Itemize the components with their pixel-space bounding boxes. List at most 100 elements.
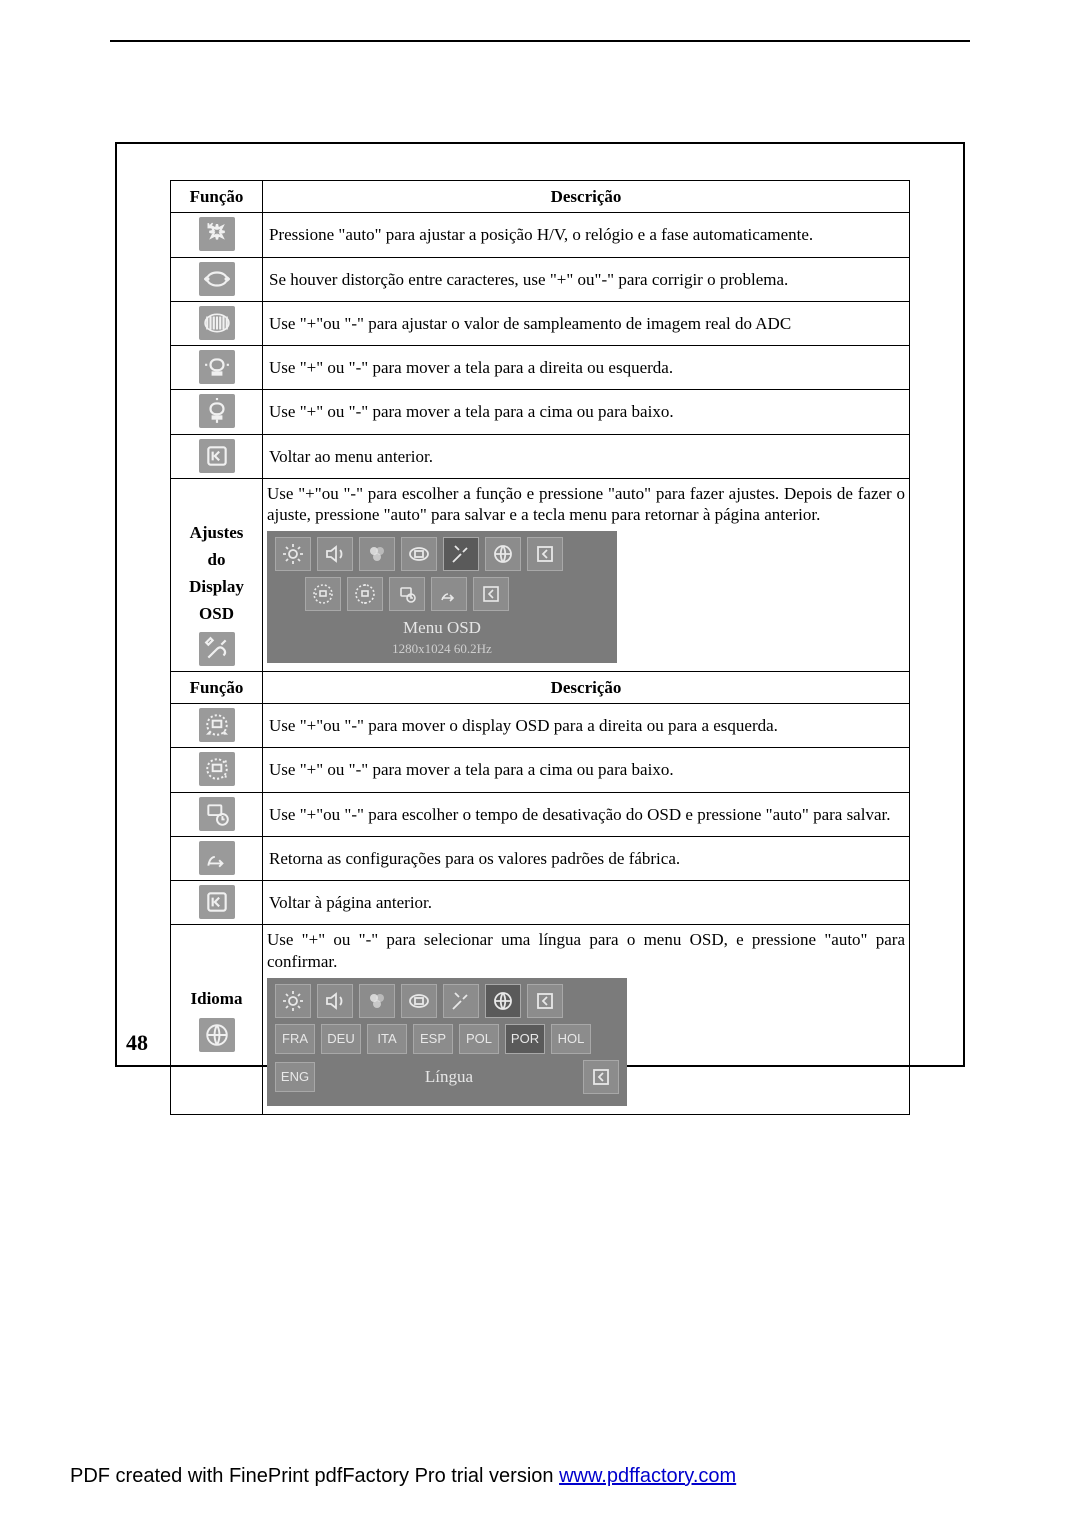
phase-icon	[199, 262, 235, 296]
lang-label: Idioma	[177, 985, 256, 1012]
header-desc: Descrição	[263, 181, 910, 213]
desc-cell: Use "+"ou "-" para escolher o tempo de d…	[263, 792, 910, 836]
table-row: Se houver distorção entre caracteres, us…	[171, 257, 910, 301]
icon-cell	[171, 704, 263, 748]
table-row: Voltar à página anterior.	[171, 881, 910, 925]
table-row: Use "+"ou "-" para mover o display OSD p…	[171, 704, 910, 748]
table-header-row-2: Função Descrição	[171, 671, 910, 703]
icon-cell	[171, 881, 263, 925]
osd-panel-label: Menu OSD	[275, 617, 609, 638]
lang-back-icon	[583, 1060, 619, 1094]
desc-cell: Use "+" ou "-" para mover a tela para a …	[263, 748, 910, 792]
osd-timer-icon	[199, 797, 235, 831]
desc-cell: Use "+"ou "-" para ajustar o valor de sa…	[263, 301, 910, 345]
osd-lang-icon	[485, 984, 521, 1018]
table-row: Use "+"ou "-" para ajustar o valor de sa…	[171, 301, 910, 345]
icon-cell	[171, 346, 263, 390]
lang-desc-cell: Use "+" ou "-" para selecionar uma língu…	[263, 925, 910, 1115]
table-row: Use "+"ou "-" para escolher o tempo de d…	[171, 792, 910, 836]
osd-volume-icon	[317, 537, 353, 571]
osd-panel: Menu OSD 1280x1024 60.2Hz	[267, 531, 617, 663]
osd-back-sub-icon	[473, 577, 509, 611]
osd-brightness-icon	[275, 984, 311, 1018]
lang-chip: FRA	[275, 1024, 315, 1054]
desc-cell: Voltar ao menu anterior.	[263, 434, 910, 478]
osd-image-icon	[401, 537, 437, 571]
desc-cell: Voltar à página anterior.	[263, 881, 910, 925]
auto-adjust-icon	[199, 217, 235, 251]
osd-label-1: Ajustes	[177, 519, 256, 546]
lang-chip: POL	[459, 1024, 499, 1054]
osd-volume-icon	[317, 984, 353, 1018]
osd-label-4: OSD	[177, 600, 256, 627]
osd-exit-icon	[527, 984, 563, 1018]
reset-icon	[199, 841, 235, 875]
icon-cell	[171, 792, 263, 836]
osd-label-3: Display	[177, 573, 256, 600]
lang-chips-row2: ENG Língua	[275, 1060, 619, 1094]
lang-label-cell: Idioma	[171, 925, 263, 1115]
osd-exit-icon	[527, 537, 563, 571]
osd-vpos-icon	[199, 752, 235, 786]
osd-tools-icon	[443, 984, 479, 1018]
osd-hpos-icon	[199, 708, 235, 742]
table-row: Pressione "auto" para ajustar a posição …	[171, 213, 910, 257]
table-row: Retorna as configurações para os valores…	[171, 836, 910, 880]
osd-desc-text: Use "+"ou "-" para escolher a função e p…	[267, 483, 905, 526]
lang-chip: POR	[505, 1024, 545, 1054]
osd-panel-row2	[305, 577, 609, 611]
osd-reset-sub-icon	[431, 577, 467, 611]
osd-label-2: do	[177, 546, 256, 573]
osd-timer-sub-icon	[389, 577, 425, 611]
back-icon-2	[199, 885, 235, 919]
lang-globe-icon-wrap	[177, 1018, 256, 1053]
desc-cell: Use "+"ou "-" para mover o display OSD p…	[263, 704, 910, 748]
footer-link[interactable]: www.pdffactory.com	[559, 1465, 736, 1487]
desc-cell: Use "+" ou "-" para mover a tela para a …	[263, 346, 910, 390]
lang-panel: FRA DEU ITA ESP POL POR HOL ENG Língua	[267, 978, 627, 1106]
icon-cell	[171, 390, 263, 434]
desc-cell: Pressione "auto" para ajustar a posição …	[263, 213, 910, 257]
osd-color-icon	[359, 984, 395, 1018]
icon-cell	[171, 213, 263, 257]
osd-label-cell: Ajustes do Display OSD	[171, 478, 263, 671]
osd-lang-icon	[485, 537, 521, 571]
lang-section-row: Idioma Use "+" ou "-" para selecionar um…	[171, 925, 910, 1115]
osd-vpos-sub-icon	[347, 577, 383, 611]
lang-desc-text: Use "+" ou "-" para selecionar uma língu…	[267, 929, 905, 972]
lang-chip: ENG	[275, 1062, 315, 1092]
osd-panel-row1	[275, 537, 609, 571]
osd-desc-cell: Use "+"ou "-" para escolher a função e p…	[263, 478, 910, 671]
header-func: Função	[171, 181, 263, 213]
desc-cell: Se houver distorção entre caracteres, us…	[263, 257, 910, 301]
table-header-row: Função Descrição	[171, 181, 910, 213]
lang-chip: ITA	[367, 1024, 407, 1054]
table-row: Use "+" ou "-" para mover a tela para a …	[171, 748, 910, 792]
table-row: Voltar ao menu anterior.	[171, 434, 910, 478]
osd-color-icon	[359, 537, 395, 571]
icon-cell	[171, 257, 263, 301]
lang-chips-row1: FRA DEU ITA ESP POL POR HOL	[275, 1024, 619, 1054]
lang-chip: HOL	[551, 1024, 591, 1054]
tools-icon	[199, 632, 235, 666]
icon-cell	[171, 301, 263, 345]
lang-panel-label: Língua	[321, 1066, 577, 1087]
globe-icon	[199, 1018, 235, 1052]
header-func-2: Função	[171, 671, 263, 703]
osd-tools-icon	[443, 537, 479, 571]
osd-hpos-sub-icon	[305, 577, 341, 611]
back-icon	[199, 439, 235, 473]
osd-section-row: Ajustes do Display OSD Use "+"ou "-" par…	[171, 478, 910, 671]
footer-text: PDF created with FinePrint pdfFactory Pr…	[70, 1465, 559, 1487]
clock-icon	[199, 306, 235, 340]
desc-cell: Retorna as configurações para os valores…	[263, 836, 910, 880]
pdf-footer: PDF created with FinePrint pdfFactory Pr…	[70, 1465, 736, 1488]
osd-panel-sub: 1280x1024 60.2Hz	[275, 641, 609, 657]
lang-panel-top-row	[275, 984, 619, 1018]
icon-cell	[171, 836, 263, 880]
osd-tools-icon-wrap	[177, 632, 256, 667]
page-top-rule	[110, 40, 970, 42]
vpos-icon	[199, 394, 235, 428]
hpos-icon	[199, 350, 235, 384]
icon-cell	[171, 434, 263, 478]
